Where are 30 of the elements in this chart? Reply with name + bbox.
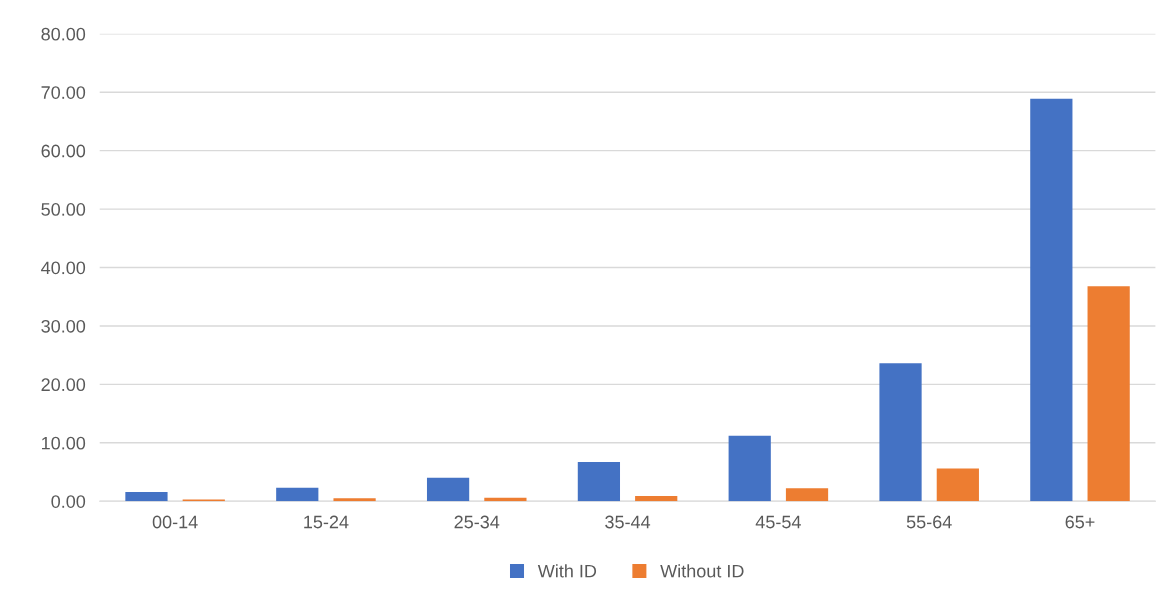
x-tick-label: 15-24: [304, 515, 349, 529]
bar: [1087, 286, 1130, 502]
y-tick-label: 60.00: [41, 144, 86, 158]
x-tick-label: 35-44: [605, 515, 651, 529]
y-tick-label: 70.00: [41, 86, 86, 99]
bar: [879, 363, 922, 502]
y-tick-label: 0.00: [51, 495, 86, 508]
bar: [785, 488, 829, 502]
bar: [728, 435, 771, 502]
y-tick-label: 10.00: [42, 436, 86, 450]
bar: [1030, 98, 1073, 502]
x-tick-label: 00-14: [152, 515, 198, 529]
bar: [635, 495, 678, 502]
legend-label: Without ID: [660, 564, 744, 578]
bar: [936, 468, 979, 502]
x-tick-label: 55-64: [906, 515, 952, 529]
legend-label: With ID: [537, 564, 597, 578]
x-tick-label: 45-54: [755, 515, 801, 529]
x-tick-label: 65+: [1065, 515, 1095, 529]
y-tick-label: 20.00: [41, 378, 86, 392]
bar: [333, 498, 376, 502]
y-tick-label: 30.00: [41, 319, 86, 333]
y-tick-label: 40.00: [41, 261, 86, 275]
bar: [276, 487, 319, 502]
bar: [125, 491, 168, 502]
bar: [577, 462, 621, 502]
y-tick-label: 50.00: [41, 203, 86, 216]
bar: [426, 477, 470, 502]
y-tick-label: 80.00: [41, 27, 86, 41]
x-tick-label: 25-34: [454, 515, 500, 529]
